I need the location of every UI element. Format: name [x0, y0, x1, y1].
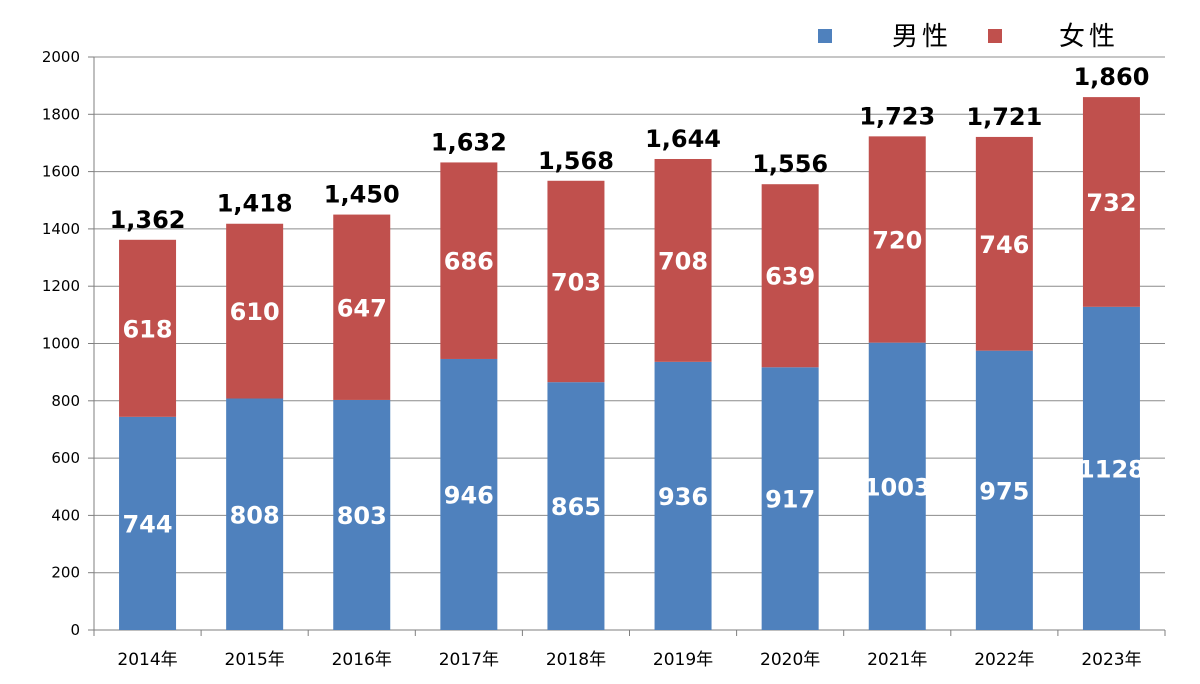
legend-swatch-female — [988, 29, 1002, 43]
legend-label-male: 男性 — [892, 22, 952, 52]
bar-male — [547, 382, 605, 630]
y-tick-label: 1000 — [42, 335, 80, 353]
y-tick-label: 400 — [51, 506, 80, 524]
x-category-label: 2021年 — [867, 650, 927, 670]
data-label-female: 610 — [230, 298, 280, 326]
x-category-label: 2014年 — [117, 650, 177, 670]
data-label-male: 744 — [122, 510, 172, 538]
bar-male — [654, 361, 712, 630]
bar-female — [547, 180, 605, 383]
y-tick-label: 1400 — [42, 220, 80, 238]
data-label-male: 1003 — [864, 473, 931, 501]
total-label: 1,860 — [1073, 63, 1149, 91]
y-tick-label: 2000 — [42, 48, 80, 66]
x-category-label: 2023年 — [1081, 650, 1141, 670]
total-label: 1,418 — [217, 190, 293, 218]
x-category-label: 2017年 — [439, 650, 499, 670]
data-label-female: 618 — [122, 315, 172, 343]
data-label-female: 708 — [658, 247, 708, 275]
bar-female — [975, 136, 1033, 351]
data-label-female: 647 — [337, 294, 387, 322]
data-label-female: 686 — [444, 248, 494, 276]
bar-female — [868, 136, 926, 343]
data-label-female: 720 — [872, 227, 922, 255]
y-tick-label: 200 — [51, 564, 80, 582]
y-tick-label: 600 — [51, 449, 80, 467]
bar-male — [440, 358, 498, 630]
total-label: 1,723 — [859, 102, 935, 130]
data-label-female: 639 — [765, 263, 815, 291]
data-label-male: 917 — [765, 486, 815, 514]
y-tick-label: 1200 — [42, 277, 80, 295]
bars — [119, 97, 1140, 630]
x-category-label: 2016年 — [332, 650, 392, 670]
total-label: 1,632 — [431, 128, 507, 156]
bar-male — [119, 416, 177, 630]
bar-female — [654, 158, 712, 362]
x-category-label: 2015年 — [225, 650, 285, 670]
x-category-label: 2019年 — [653, 650, 713, 670]
data-label-male: 808 — [230, 501, 280, 529]
total-label: 1,644 — [645, 125, 721, 153]
bar-male — [226, 398, 284, 630]
total-label: 1,450 — [324, 181, 400, 209]
bar-male — [761, 367, 819, 630]
data-label-male: 865 — [551, 493, 601, 521]
bar-female — [333, 214, 391, 400]
y-tick-label: 1600 — [42, 163, 80, 181]
bar-female — [226, 223, 284, 399]
bar-female — [1082, 97, 1140, 307]
total-label: 1,721 — [966, 103, 1042, 131]
bar-male — [333, 399, 391, 630]
bar-female — [440, 162, 498, 359]
data-label-male: 936 — [658, 483, 708, 511]
x-category-label: 2020年 — [760, 650, 820, 670]
axes: 0 200 400 600 800 1000 1200 1400 1600 1800 2000 201… — [42, 48, 1166, 670]
data-label-male: 975 — [979, 477, 1029, 505]
legend-label-female: 女性 — [1059, 22, 1119, 52]
data-label-female: 746 — [979, 231, 1029, 259]
x-category-label: 2018年 — [546, 650, 606, 670]
total-label: 1,556 — [752, 150, 828, 178]
total-label: 1,362 — [110, 206, 186, 234]
total-label: 1,568 — [538, 147, 614, 175]
bar-female — [761, 184, 819, 368]
data-labels: 744 618 1,362 808 610 1,418 803 647 1,450 946 686 1… — [110, 63, 1150, 538]
data-label-female: 703 — [551, 268, 601, 296]
legend: 男性 女性 — [818, 22, 1119, 52]
data-label-female: 732 — [1086, 189, 1136, 217]
y-tick-label: 1800 — [42, 105, 80, 123]
y-tick-label: 800 — [51, 392, 80, 410]
bar-male — [975, 350, 1033, 630]
x-category-label: 2022年 — [974, 650, 1034, 670]
data-label-male: 1128 — [1078, 455, 1145, 483]
data-label-male: 946 — [444, 481, 494, 509]
bar-female — [119, 239, 177, 417]
y-tick-label: 0 — [70, 621, 80, 639]
data-label-male: 803 — [337, 502, 387, 530]
bar-male — [868, 342, 926, 630]
bar-male — [1082, 306, 1140, 630]
legend-swatch-male — [818, 29, 832, 43]
